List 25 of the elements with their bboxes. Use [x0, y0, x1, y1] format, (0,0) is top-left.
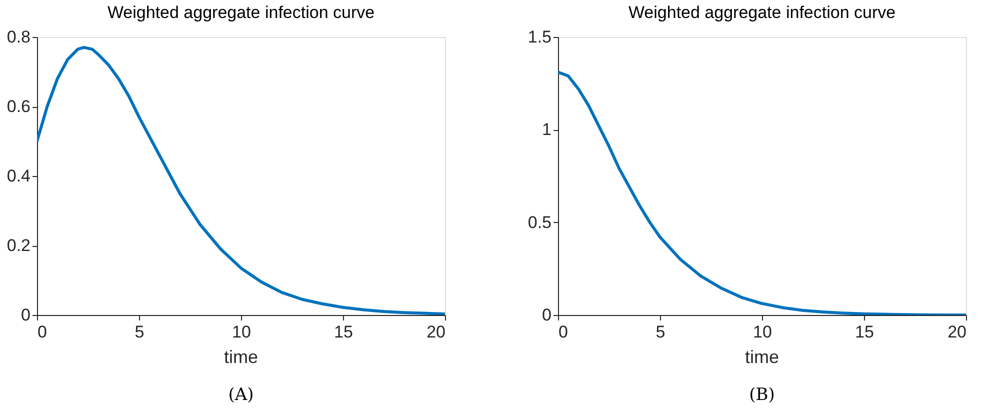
- y-tick-label: 0.5: [528, 212, 552, 232]
- x-tick-label: 10: [232, 322, 251, 342]
- y-tick-label: 0.2: [6, 236, 30, 255]
- chart-title: Weighted aggregate infection curve: [628, 3, 896, 22]
- x-tick-label: 10: [753, 322, 772, 342]
- x-tick-label: 0: [558, 322, 568, 342]
- y-tick-label: 1.5: [528, 28, 552, 46]
- x-tick-label: 5: [656, 322, 666, 342]
- x-tick-label: 0: [38, 322, 47, 342]
- text: (A): [228, 385, 254, 405]
- y-tick-label: 1: [542, 120, 552, 140]
- x-tick-label: 15: [855, 322, 874, 342]
- x-axis-title: time: [224, 347, 258, 367]
- x-tick-label: 5: [134, 322, 144, 342]
- x-axis-title: time: [744, 347, 780, 367]
- x-tick-label: 20: [948, 322, 966, 342]
- text: (B): [749, 385, 775, 405]
- y-tick-label: 0.8: [6, 28, 30, 46]
- x-tick-label: 20: [426, 322, 446, 342]
- y-tick-label: 0.4: [6, 166, 30, 186]
- chart-title: Weighted aggregate infection curve: [107, 3, 375, 22]
- y-tick-label: 0: [542, 306, 552, 324]
- y-tick-label: 0: [21, 306, 30, 324]
- y-tick-label: 0.6: [6, 97, 30, 116]
- x-tick-label: 15: [334, 322, 353, 342]
